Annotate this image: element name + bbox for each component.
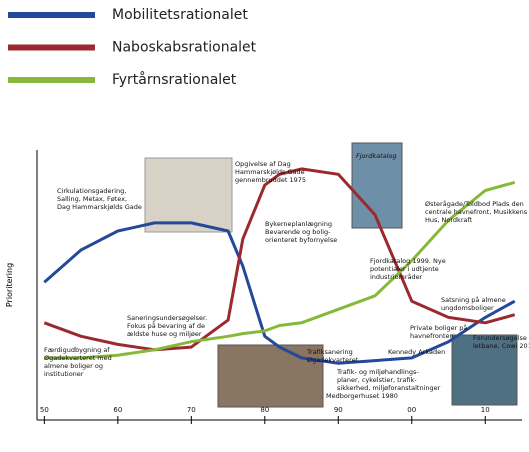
annotation-line: centrale havnefront, Musikkens xyxy=(425,208,528,216)
x-tick-label: 90 xyxy=(334,406,343,414)
annotation: Private boliger på havnefronten xyxy=(410,323,467,340)
annotation: Satsning på almene ungdomsboliger xyxy=(441,295,506,312)
annotation-line: sikkerhed, miljøforanstaltninger xyxy=(337,384,441,392)
annotation: Fjordkatalog xyxy=(356,152,397,160)
series-line xyxy=(43,167,516,352)
annotation-line: Fokus på bevaring af de xyxy=(127,321,205,330)
catalog-cover xyxy=(351,142,403,229)
legend-label: Naboskabsrationalet xyxy=(112,40,257,56)
annotation-line: orienteret byfornyelse xyxy=(265,236,337,244)
legend-label: Mobilitetsrationalet xyxy=(112,7,248,23)
annotation-line: Forundersøgelse xyxy=(473,334,527,342)
annotation-line: gennembruddet 1975 xyxy=(235,176,306,184)
x-tick-label: 10 xyxy=(481,406,490,414)
annotation-line: Salling, Metax, Føtex, xyxy=(57,195,127,203)
annotation-line: Fjordkatalog xyxy=(356,152,397,160)
annotation: Bykerneplanlægning Bevarende og bolig-ori… xyxy=(265,220,337,244)
plan-image xyxy=(144,157,233,233)
legend-label: Fyrtårnsrationalet xyxy=(112,71,237,88)
annotation-line: ældste huse og miljøer xyxy=(127,330,202,338)
annotation-line: letbane, Cowi 2011 xyxy=(473,342,529,350)
annotation-line: Hammarskjølds Gade xyxy=(235,168,305,176)
map-image xyxy=(451,334,518,406)
annotation: Saneringsundersøgelser. Fokus på bevaring… xyxy=(127,314,207,338)
annotation-line: Bykerneplanlægning xyxy=(265,220,332,228)
annotation-line: Satsning på almene xyxy=(441,295,506,304)
annotation-line: Østerågade/Toldbod Plads den xyxy=(425,199,524,208)
x-tick-label: 80 xyxy=(260,406,269,414)
annotation-line: Øgadekvarteret xyxy=(307,356,359,364)
x-tick-label: 50 xyxy=(40,406,49,414)
annotation-line: Trafiksanering xyxy=(306,348,353,356)
annotation: Medborgerhuset 1980 xyxy=(326,392,398,400)
annotation-line: potentialer i udtjente xyxy=(370,265,439,273)
annotation-line: industriområder xyxy=(370,272,423,281)
annotation-line: planer, cykelstier, trafik- xyxy=(337,376,417,384)
annotation: Opgivelse af Dag Hammarskjølds Gade gennem… xyxy=(235,160,306,184)
annotation-line: almene boliger og xyxy=(44,362,103,370)
series-line xyxy=(44,180,516,360)
x-tick-label: 00 xyxy=(407,406,416,414)
annotation-line: Hus, Nordkraft xyxy=(425,216,473,224)
building-photo xyxy=(217,344,324,408)
annotation-line: Saneringsundersøgelser. xyxy=(127,314,207,322)
annotation: Cirkulationsgadering, Salling, Metax, Føt… xyxy=(57,187,142,211)
annotation: Fjordkatalog 1999. Nye potentialer i udtj… xyxy=(370,257,446,281)
annotation-line: Cirkulationsgadering, xyxy=(57,187,126,195)
annotation: Østerågade/Toldbod Plads den centrale hav… xyxy=(425,199,528,224)
annotation: Trafik- og miljøhandlings-planer, cykels… xyxy=(336,368,441,392)
annotation-line: Kennedy Arkaden xyxy=(388,348,445,356)
annotation-line: Dag Hammarskjølds Gade xyxy=(57,203,142,211)
annotation-line: institutioner xyxy=(44,370,84,378)
annotation: Færdigudbygning af Øgadekvarteret med alme… xyxy=(44,346,112,378)
annotation-line: Private boliger på xyxy=(410,323,467,332)
x-tick-label: 60 xyxy=(113,406,122,414)
y-axis-label: Prioritering xyxy=(5,263,14,307)
annotation-line: Færdigudbygning af xyxy=(44,346,110,354)
annotation-line: Opgivelse af Dag xyxy=(235,160,291,168)
annotation-line: Trafik- og miljøhandlings- xyxy=(336,368,419,376)
annotation-line: ungdomsboliger xyxy=(441,304,494,312)
annotation-line: Bevarende og bolig- xyxy=(265,228,331,236)
x-tick-label: 70 xyxy=(187,406,196,414)
annotation-line: Fjordkatalog 1999. Nye xyxy=(370,257,446,265)
annotation: Trafiksanering Øgadekvarteret xyxy=(306,348,359,364)
annotation-line: Medborgerhuset 1980 xyxy=(326,392,398,400)
annotation-line: havnefronten xyxy=(410,332,454,340)
series-line xyxy=(43,221,516,365)
annotation: Kennedy Arkaden xyxy=(388,348,445,356)
annotation-line: Øgadekvarteret med xyxy=(44,354,112,362)
